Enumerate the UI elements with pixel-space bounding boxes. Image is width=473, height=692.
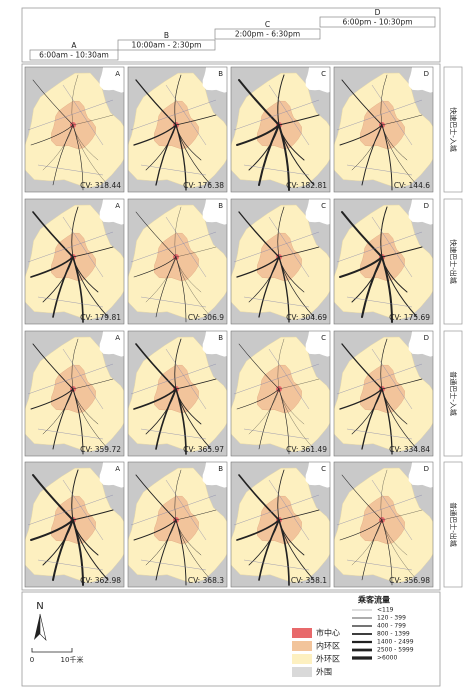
panel-cv: CV: 144.6	[394, 181, 430, 190]
panel-letter: C	[321, 70, 326, 78]
flow-label: 1400 - 2499	[377, 639, 414, 646]
panel-cv: CV: 306.9	[188, 313, 224, 322]
flow-label: >6000	[377, 655, 397, 662]
panel-cv: CV: 179.81	[80, 313, 121, 322]
panel-letter: D	[424, 202, 429, 210]
page: 6:00am - 10:30amA10:00am - 2:30pmB2:00pm…	[0, 0, 473, 692]
row-label: 快速巴士-出城	[449, 239, 458, 284]
flow-label: 400 - 799	[377, 623, 406, 630]
period-time: 6:00am - 10:30am	[39, 51, 109, 60]
figure: 6:00am - 10:30amA10:00am - 2:30pmB2:00pm…	[0, 0, 473, 692]
flow-label: 2500 - 5999	[377, 647, 414, 654]
period-letter: C	[265, 20, 270, 29]
panel-cv: CV: 304.69	[286, 313, 327, 322]
panel-cv: CV: 361.49	[286, 445, 327, 454]
period-letter: B	[164, 31, 169, 40]
zone-swatch	[292, 628, 312, 638]
panel-letter: B	[218, 70, 223, 78]
panel-letter: A	[115, 70, 120, 78]
zone-swatch	[292, 667, 312, 677]
zone-swatch	[292, 641, 312, 651]
panel-letter: B	[218, 202, 223, 210]
panel-cv: CV: 334.84	[389, 445, 430, 454]
panel-cv: CV: 182.81	[286, 181, 327, 190]
flow-label: 800 - 1399	[377, 631, 410, 638]
zone-label: 外环区	[316, 654, 340, 664]
panel-cv: CV: 358.1	[291, 576, 327, 585]
panel-cv: CV: 368.3	[188, 576, 224, 585]
row-label: 普通巴士-出城	[449, 502, 458, 547]
north-label: N	[36, 601, 43, 612]
flow-label: 120 - 399	[377, 615, 406, 622]
north-arrow	[34, 614, 40, 640]
panel-cv: CV: 356.98	[389, 576, 430, 585]
zone-swatch	[292, 654, 312, 664]
period-time: 6:00pm - 10:30pm	[342, 18, 412, 27]
panel-letter: C	[321, 334, 326, 342]
period-letter: A	[71, 41, 77, 50]
scale-start: 0	[30, 656, 34, 664]
panel-cv: CV: 365.97	[183, 445, 224, 454]
scale-end: 10千米	[61, 655, 84, 664]
flow-label: <119	[377, 607, 394, 614]
flow-title: 乘客流量	[357, 595, 390, 605]
zone-label: 外围	[316, 667, 332, 677]
panel-cv: CV: 176.38	[183, 181, 224, 190]
panel-letter: C	[321, 465, 326, 473]
panel-letter: B	[218, 465, 223, 473]
row-label: 普通巴士-入城	[449, 371, 458, 416]
panel-letter: B	[218, 334, 223, 342]
panel-letter: D	[424, 334, 429, 342]
scale-bar	[32, 648, 72, 652]
panel-cv: CV: 318.44	[80, 181, 121, 190]
panel-cv: CV: 359.72	[80, 445, 121, 454]
panel-letter: D	[424, 70, 429, 78]
zone-label: 内环区	[316, 641, 340, 651]
panel-letter: A	[115, 334, 120, 342]
panel-letter: C	[321, 202, 326, 210]
panel-letter: A	[115, 202, 120, 210]
panel-letter: A	[115, 465, 120, 473]
zone-label: 市中心	[316, 628, 340, 638]
period-time: 10:00am - 2:30pm	[132, 41, 202, 50]
panel-letter: D	[424, 465, 429, 473]
north-arrow-half	[40, 614, 46, 640]
period-letter: D	[375, 8, 381, 17]
panel-cv: CV: 362.98	[80, 576, 121, 585]
panel-cv: CV: 175.69	[389, 313, 430, 322]
period-time: 2:00pm - 6:30pm	[235, 30, 300, 39]
row-label: 快速巴士-入城	[449, 107, 458, 152]
